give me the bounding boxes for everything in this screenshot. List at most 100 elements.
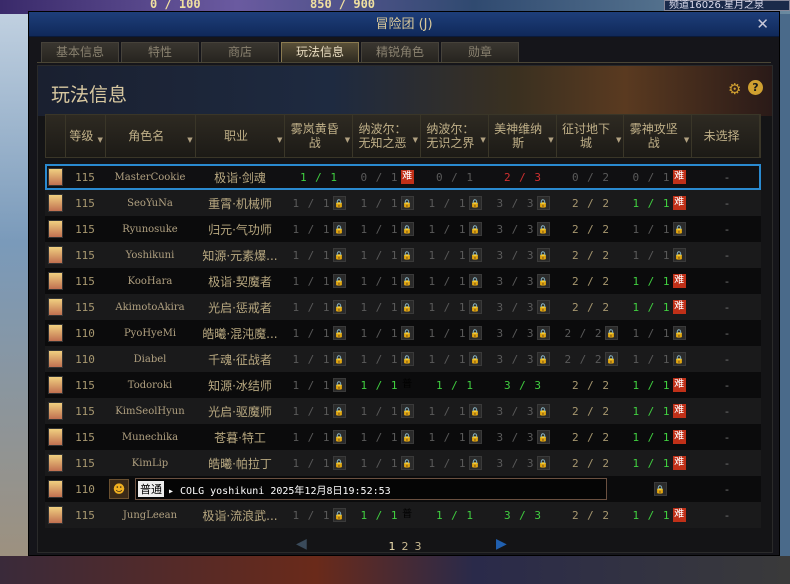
chat-box[interactable]: 普通 ▸ COLG yoshikuni 2025年12月8日19:52:53	[135, 478, 607, 500]
cell-character-name: Ryunosuke	[105, 216, 195, 242]
cell-character-name: Munechika	[105, 424, 195, 450]
table-row[interactable]: 115 Munechika 苍暮·特工 1 / 1 🔒 1 / 1 🔒 1 / 1 🔒 3 / 3…	[45, 424, 761, 450]
channel-label[interactable]: 频道16026.星月之泉	[664, 0, 790, 11]
clear-count: 1 / 1	[292, 326, 331, 340]
cell-job: 极诣·剑魂	[195, 164, 285, 190]
column-header[interactable]: 纳波尔： 无知之恶 ▼	[353, 115, 421, 157]
table-row[interactable]: 110 Diabel 千魂·征战者 1 / 1 🔒 1 / 1 🔒 1 / 1 🔒 3 / 3 🔒 2…	[45, 346, 761, 372]
job: 光启·驱魔师	[208, 404, 272, 419]
clear-count: 1 / 1	[428, 222, 467, 236]
column-header[interactable]: 雾岚黄昏 战 ▼	[285, 115, 354, 157]
dash: -	[725, 248, 729, 262]
dungeon-cell: 1 / 1 🔒	[353, 190, 421, 216]
lock-icon: 🔒	[468, 222, 482, 236]
level: 110	[75, 482, 95, 496]
sort-arrow-icon: ▼	[480, 136, 486, 144]
cell-unselected: -	[693, 216, 761, 242]
dungeon-cell: 1 / 1 🔒	[421, 320, 489, 346]
clear-count: 1 / 1	[292, 378, 331, 392]
lock-icon: 🔒	[400, 196, 414, 210]
column-header[interactable]: 纳波尔： 无识之界 ▼	[421, 115, 489, 157]
emoji-icon[interactable]: ☻	[109, 479, 129, 499]
column-header[interactable]: 美神维纳 斯 ▼	[489, 115, 557, 157]
table-row[interactable]: 115 AkimotoAkira 光启·惩戒者 1 / 1 🔒 1 / 1 🔒 1 / 1 🔒 3…	[45, 294, 761, 320]
column-header[interactable]: 角色名 ▼	[106, 115, 196, 157]
column-header[interactable]: 未选择	[692, 115, 761, 157]
lock-icon: 🔒	[332, 430, 346, 444]
dungeon-cell: 3 / 3 🔒	[489, 398, 557, 424]
next-page-icon[interactable]: ▶	[496, 536, 507, 552]
job: 重霄·机械师	[208, 196, 272, 211]
column-header[interactable]: 征讨地下 城 ▼	[557, 115, 625, 157]
cell-unselected: -	[693, 372, 761, 398]
cell-character-name: SeoYuNa	[105, 190, 195, 216]
table-row[interactable]: 115 SeoYuNa 重霄·机械师 1 / 1 🔒 1 / 1 🔒 1 / 1 🔒 3 / 3 🔒…	[45, 190, 761, 216]
tab-1[interactable]: 特性	[121, 42, 199, 62]
avatar-cell	[45, 372, 65, 398]
tab-0[interactable]: 基本信息	[41, 42, 119, 62]
table-row[interactable]: 110 PyoHyeMi 皓曦·混沌魔... 1 / 1 🔒 1 / 1 🔒 1 / 1 🔒 3 …	[45, 320, 761, 346]
tab-4[interactable]: 精锐角色	[361, 42, 439, 62]
page-3[interactable]: 3	[414, 540, 422, 553]
tab-5[interactable]: 勋章	[441, 42, 519, 62]
lock-icon: 🔒	[400, 456, 414, 470]
avatar-cell	[45, 216, 65, 242]
gear-icon[interactable]: ⚙	[728, 80, 742, 98]
dungeon-cell: 3 / 3	[489, 502, 557, 528]
clear-count: 1 / 1	[292, 456, 331, 470]
page-2[interactable]: 2	[401, 540, 409, 553]
column-header[interactable]: 职业 ▼	[196, 115, 286, 157]
clear-count: 1 / 1	[632, 196, 671, 210]
tab-2[interactable]: 商店	[201, 42, 279, 62]
dungeon-cell: 1 / 1	[285, 164, 353, 190]
dash: -	[725, 482, 729, 496]
dungeon-cell: 3 / 3 🔒	[489, 346, 557, 372]
clear-count: 3 / 3	[503, 508, 543, 522]
clear-count: 1 / 1	[632, 404, 671, 418]
help-icon[interactable]: ?	[748, 80, 763, 95]
title-bar[interactable]: 冒险团 (J) ✕	[29, 12, 779, 37]
dungeon-cell: 1 / 1 🔒	[353, 320, 421, 346]
dungeon-cell: 1 / 1 🔒	[285, 450, 353, 476]
cell-unselected: -	[693, 450, 761, 476]
lock-icon: 🔒	[604, 352, 618, 366]
table-row[interactable]: 115 KimSeolHyun 光启·驱魔师 1 / 1 🔒 1 / 1 🔒 1 / 1 🔒 3 …	[45, 398, 761, 424]
table-row[interactable]: 115 KooHara 极诣·契魔者 1 / 1 🔒 1 / 1 🔒 1 / 1 🔒 3 / 3 🔒…	[45, 268, 761, 294]
column-label: 职业	[223, 129, 248, 143]
dash: -	[725, 456, 729, 470]
hard-badge-icon: 难	[672, 170, 686, 184]
clear-count: 2 / 2	[571, 430, 611, 444]
column-header[interactable]: 等级 ▼	[66, 115, 106, 157]
lock-icon: 🔒	[400, 222, 414, 236]
table-row[interactable]: 115 Yoshikuni 知源·元素爆... 1 / 1 🔒 1 / 1 🔒 1 / 1 🔒 3…	[45, 242, 761, 268]
clear-count: 3 / 3	[503, 378, 543, 392]
level: 115	[75, 378, 95, 392]
level: 115	[75, 456, 95, 470]
close-icon[interactable]: ✕	[756, 15, 769, 33]
dungeon-cell: 1 / 1 🔒	[285, 190, 353, 216]
page-1[interactable]: 1	[388, 540, 396, 553]
character-name: KimSeolHyun	[115, 405, 185, 417]
cell-level: 110	[65, 476, 105, 502]
dungeon-cell: 1 / 1 🔒	[421, 450, 489, 476]
level: 115	[75, 170, 95, 184]
lock-icon: 🔒	[536, 274, 550, 288]
table-row[interactable]: 115 KimLip 皓曦·帕拉丁 1 / 1 🔒 1 / 1 🔒 1 / 1 🔒 3 / 3 🔒 2…	[45, 450, 761, 476]
game-background-left	[0, 14, 28, 584]
lock-icon: 🔒	[400, 300, 414, 314]
column-header[interactable]	[46, 115, 66, 157]
tab-3[interactable]: 玩法信息	[281, 42, 359, 62]
cell-character-name: Diabel	[105, 346, 195, 372]
hard-badge-icon: 难	[672, 378, 686, 392]
table-row[interactable]: 115 Ryunosuke 归元·气功师 1 / 1 🔒 1 / 1 🔒 1 / 1 🔒 3 / …	[45, 216, 761, 242]
dungeon-cell: 1 / 1 🔒	[353, 424, 421, 450]
prev-page-icon[interactable]: ◀	[296, 536, 307, 552]
column-header[interactable]: 雾神攻坚 战 ▼	[624, 115, 693, 157]
